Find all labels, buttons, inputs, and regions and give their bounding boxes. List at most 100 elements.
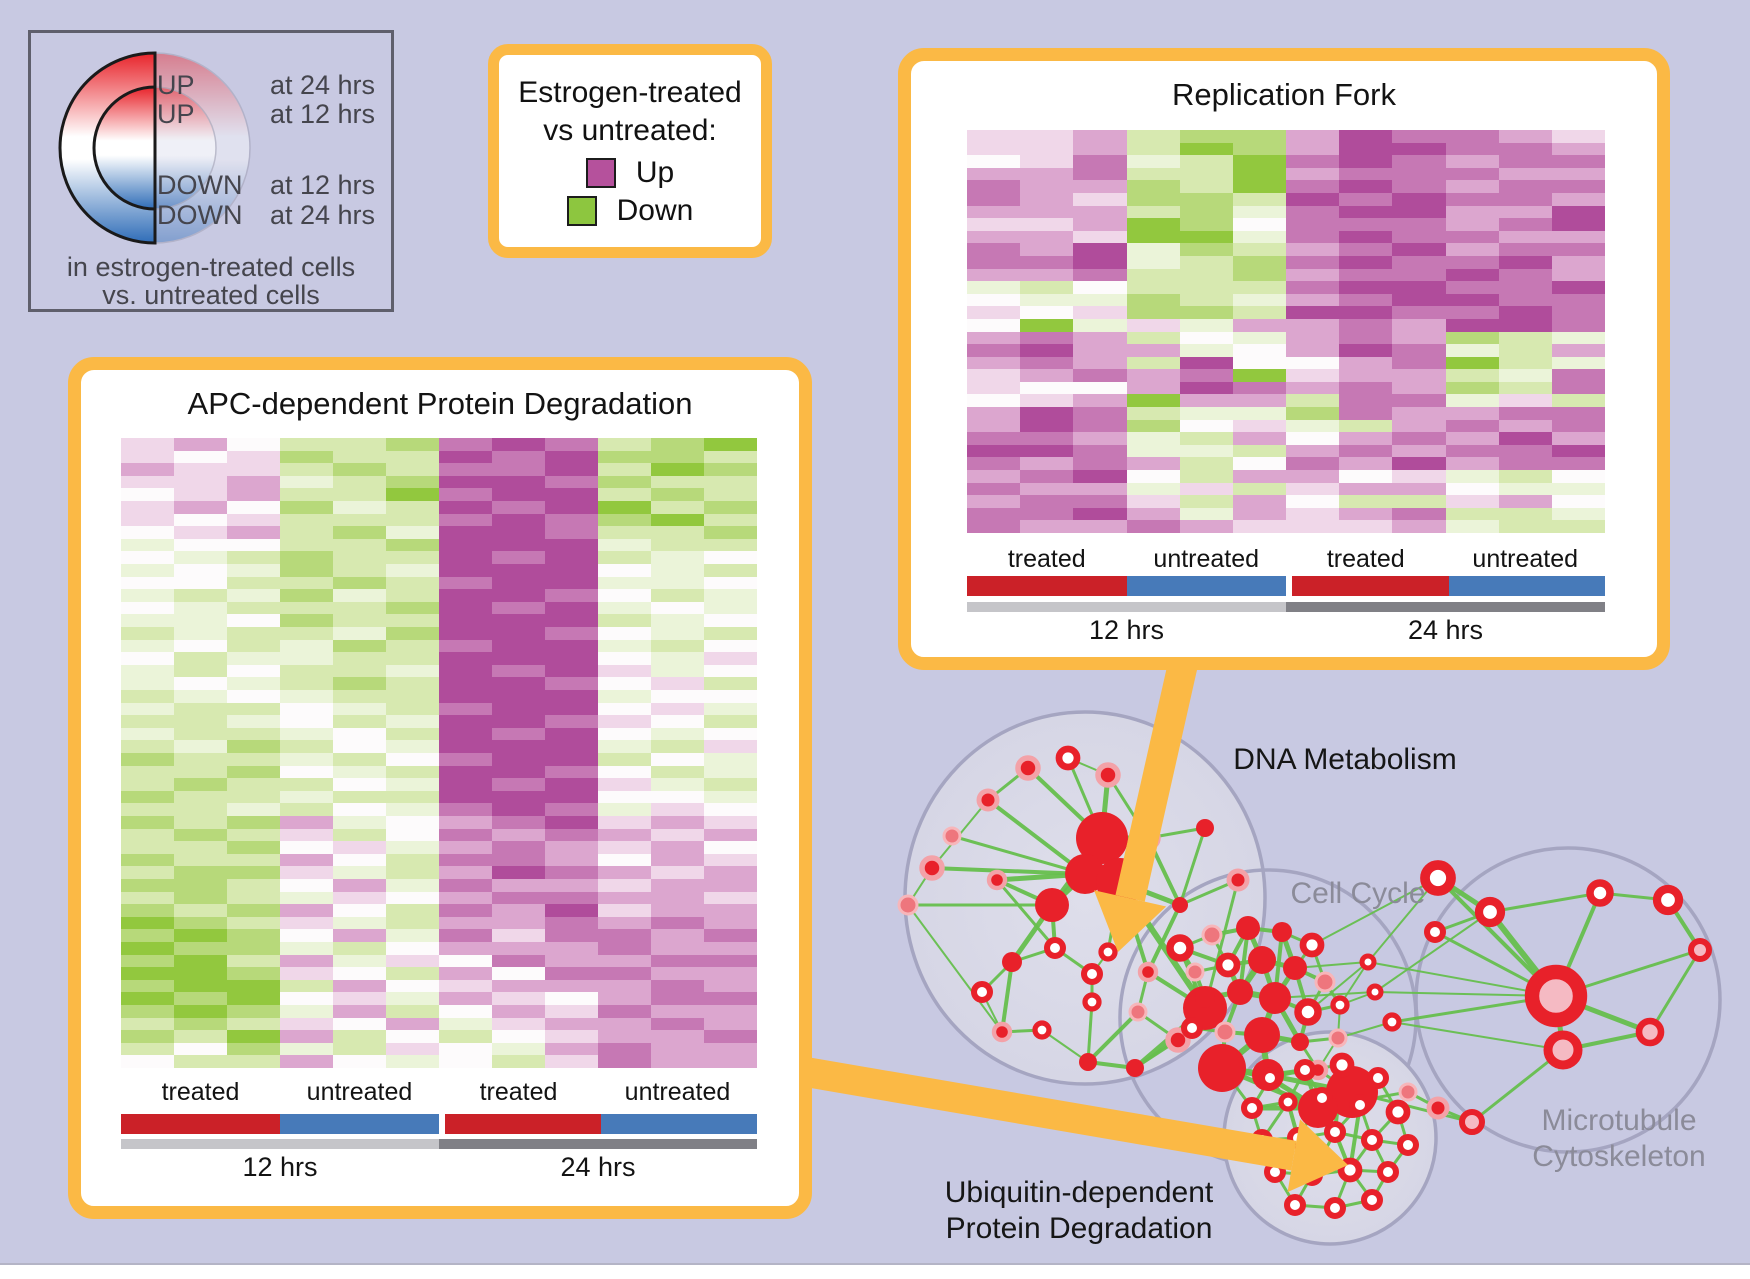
heatmap-cell <box>967 344 1021 357</box>
heatmap-cell <box>1551 507 1605 521</box>
heatmap-cell <box>386 727 439 741</box>
heatmap-cell <box>1232 369 1286 382</box>
heatmap-cell <box>174 538 227 552</box>
cluster-label-line: Ubiquitin-dependent <box>944 1176 1214 1209</box>
network-edge <box>1203 878 1240 1010</box>
heatmap-cell <box>227 967 280 980</box>
heatmap-cell <box>386 627 439 640</box>
heatmap-cell <box>386 488 439 501</box>
network-node <box>1283 956 1307 980</box>
heatmap-cell <box>651 639 704 653</box>
heatmap-cell <box>280 538 333 552</box>
heatmap-cell <box>492 1030 545 1043</box>
heatmap-cell <box>651 488 704 501</box>
network-node <box>1055 745 1081 771</box>
heatmap-cell <box>704 438 757 451</box>
heatmap-cell <box>967 218 1021 231</box>
heatmap-cell <box>1179 268 1233 282</box>
heatmap-cell <box>967 318 1021 332</box>
heatmap-cell <box>121 677 174 690</box>
heatmap-cell <box>1339 356 1393 370</box>
heatmap-cell <box>492 803 545 816</box>
heatmap-cell <box>704 929 757 942</box>
heatmap-cell <box>1073 268 1127 282</box>
heatmap-cell <box>333 765 386 779</box>
heatmap-cell <box>1392 457 1446 471</box>
heatmap-cell <box>280 1017 333 1031</box>
heatmap-cell <box>1232 167 1286 181</box>
heatmap-cell <box>492 463 545 476</box>
heatmap-cell <box>1551 230 1605 244</box>
heatmap-cell <box>1020 432 1074 445</box>
heatmap-cell <box>1498 218 1552 231</box>
heatmap-cell <box>598 601 651 615</box>
heatmap-cell <box>333 992 386 1005</box>
network-node <box>1299 932 1325 958</box>
heatmap-cell <box>1126 167 1180 181</box>
heatmap-cell <box>651 803 704 816</box>
heatmap-cell <box>386 501 439 514</box>
heatmap-cell <box>1339 180 1393 193</box>
heatmap-cell <box>704 715 757 728</box>
heatmap-cell <box>1286 457 1340 471</box>
heatmap-cell <box>227 488 280 501</box>
network-node <box>1227 979 1253 1005</box>
heatmap-cell <box>333 828 386 842</box>
heatmap-cell <box>1551 293 1605 307</box>
heatmap-cell <box>1020 167 1074 181</box>
heatmap-cell <box>492 601 545 615</box>
network-node <box>971 981 993 1003</box>
heatmap-cell <box>174 601 227 615</box>
heatmap-cell <box>492 879 545 892</box>
heatmap-cell <box>651 841 704 854</box>
heatmap-cell <box>1445 205 1499 219</box>
network-node <box>1420 860 1456 896</box>
heatmap-cell <box>492 639 545 653</box>
heatmap-cell <box>174 891 227 905</box>
heatmap-cell <box>280 866 333 879</box>
heatmap-cell <box>1392 306 1446 319</box>
heatmap-cell <box>1445 381 1499 395</box>
heatmap-cell <box>1073 230 1127 244</box>
heatmap-cell <box>439 715 492 728</box>
heatmap-cell <box>1179 243 1233 256</box>
network-edge <box>1274 991 1376 999</box>
heatmap-cell <box>1445 130 1499 143</box>
heatmap-cell <box>1073 507 1127 521</box>
group-label: untreated <box>1153 545 1260 573</box>
heatmap-cell <box>1498 180 1552 193</box>
heatmap-cell <box>1232 444 1286 458</box>
heatmap-cell <box>1179 180 1233 193</box>
heatmap-cell <box>121 778 174 791</box>
heatmap-cell <box>704 816 757 829</box>
heatmap-cell <box>545 639 598 653</box>
heatmap-cell <box>333 438 386 451</box>
heatmap-cell <box>1179 482 1233 496</box>
heatmap-cell <box>1286 470 1340 483</box>
heatmap-cell <box>651 551 704 564</box>
heatmap-cell <box>386 765 439 779</box>
heatmap-cell <box>1286 167 1340 181</box>
heatmap-cell <box>121 942 174 955</box>
network-node <box>1324 1121 1346 1143</box>
heatmap-cell <box>227 992 280 1005</box>
heatmap-cell <box>1232 356 1286 370</box>
heatmap-cell <box>967 306 1021 319</box>
network-node <box>1172 897 1188 913</box>
network-node <box>1128 1002 1148 1022</box>
heatmap-cell <box>121 841 174 854</box>
heatmap-cell <box>492 702 545 716</box>
network-node <box>1294 998 1322 1026</box>
heatmap-cell <box>1392 507 1446 521</box>
heatmap-cell <box>967 142 1021 156</box>
heatmap-cell <box>598 614 651 627</box>
network-node <box>1196 819 1214 837</box>
heatmap-cell <box>651 652 704 665</box>
time-labels: 12 hrs 24 hrs <box>121 1152 757 1186</box>
heatmap-cell <box>1286 444 1340 458</box>
heatmap-cell <box>1445 293 1499 307</box>
heatmap-cell <box>121 639 174 653</box>
heatmap-cell <box>121 891 174 905</box>
heatmap-cell <box>386 853 439 867</box>
heatmap-cell <box>1020 457 1074 471</box>
